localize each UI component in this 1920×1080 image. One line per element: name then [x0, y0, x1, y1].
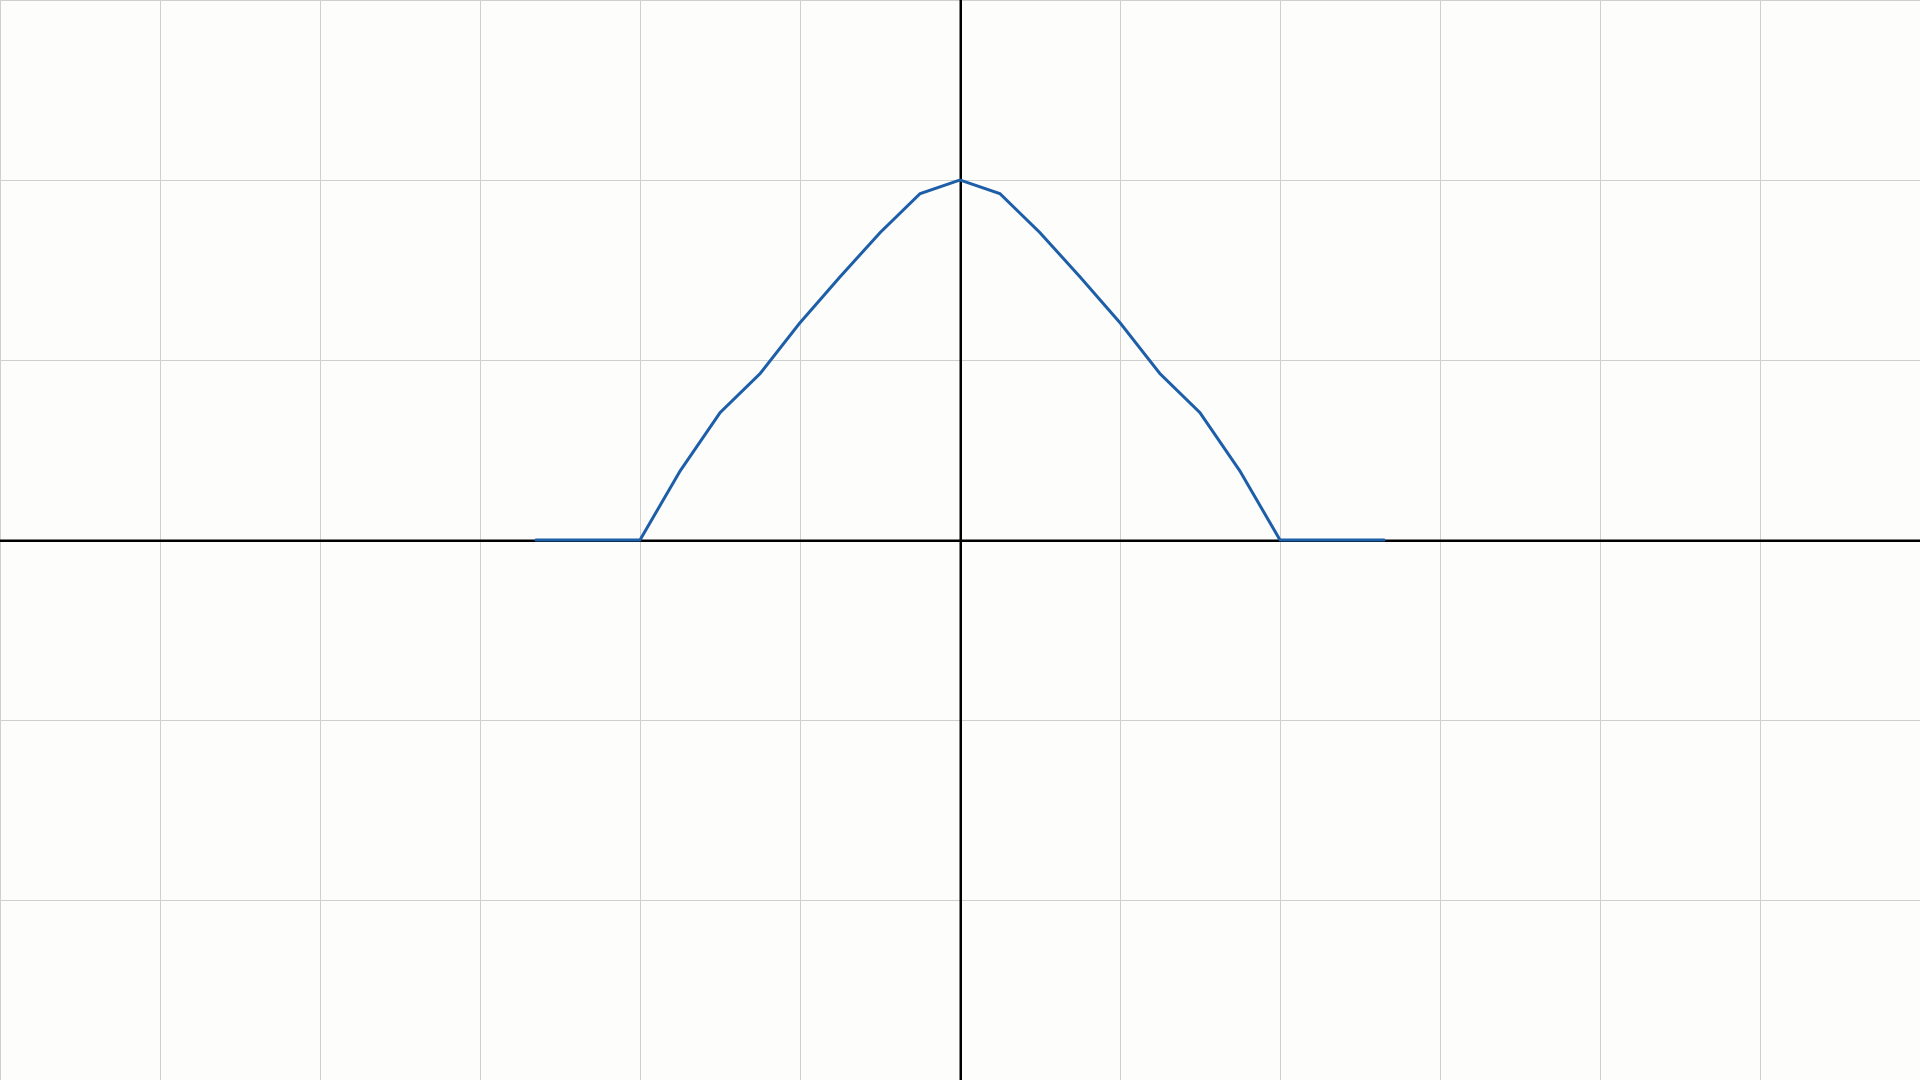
series-line-0[interactable] [534, 178, 1386, 542]
series-layer [534, 178, 1386, 542]
